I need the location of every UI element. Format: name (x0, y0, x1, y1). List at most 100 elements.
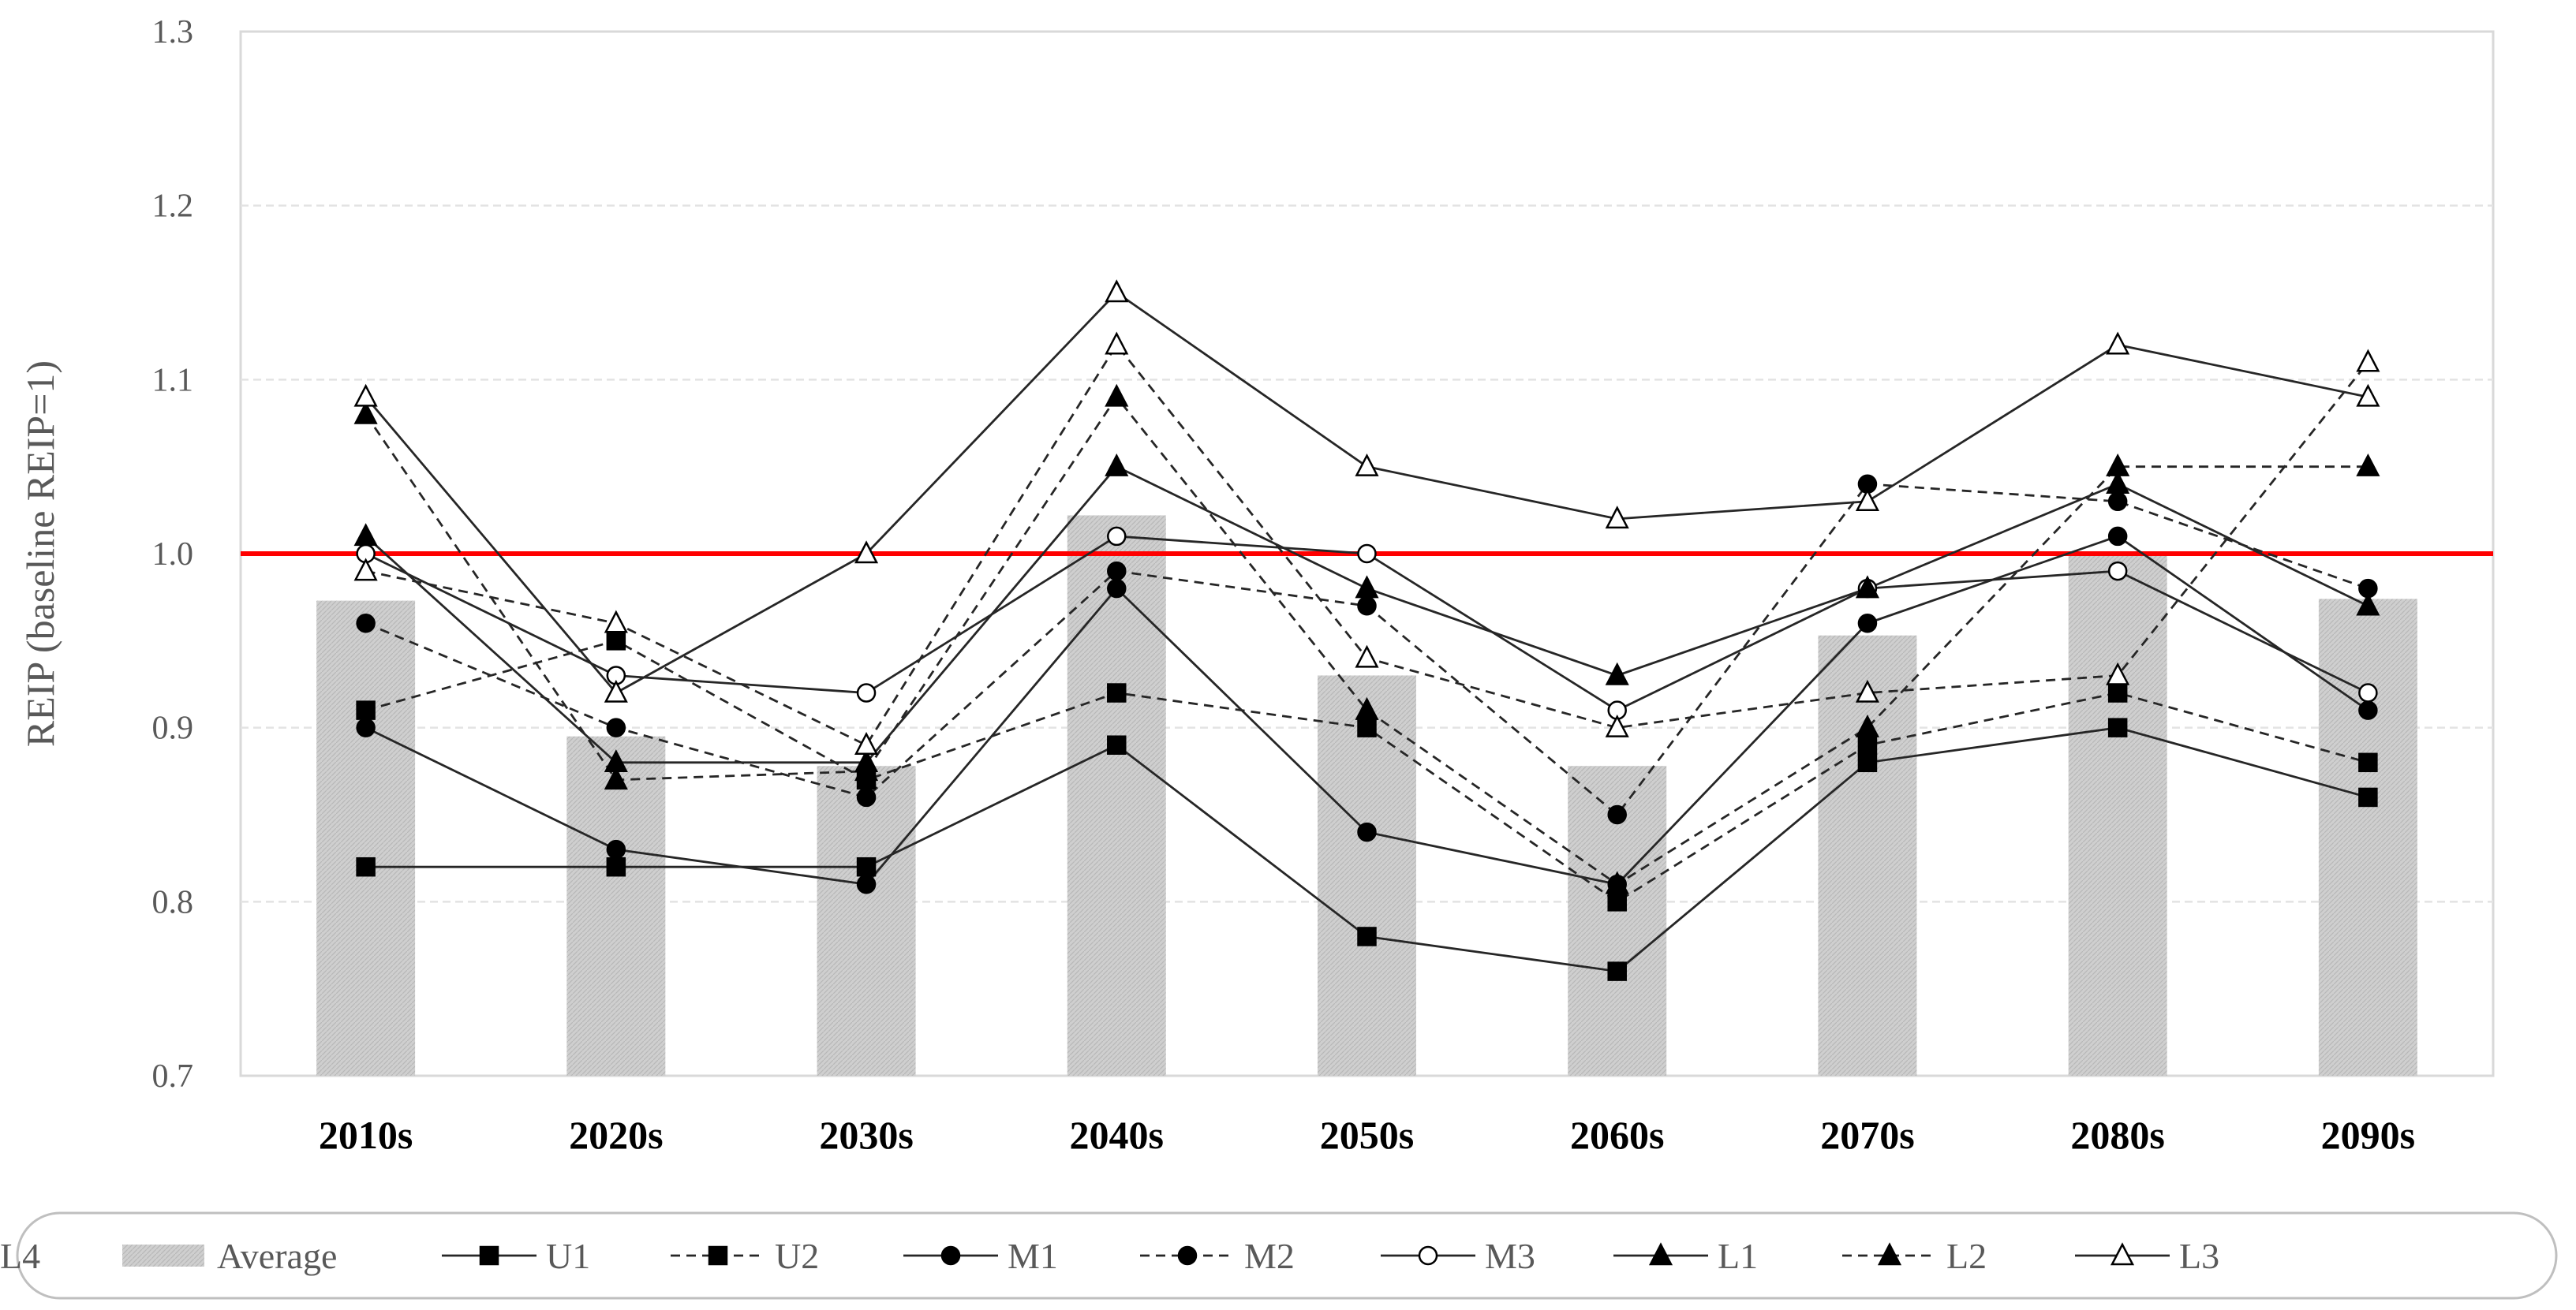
legend-label-M1: M1 (1008, 1236, 1058, 1276)
marker-L2-2030s (854, 758, 879, 782)
marker-L1-2090s (2356, 592, 2380, 616)
legend-box (16, 1211, 2558, 1300)
y-tick-label: 1.1 (152, 362, 194, 398)
marker-M1-2080s (2107, 526, 2128, 547)
marker-M1-2020s (606, 839, 626, 860)
marker-L1-2060s (1605, 662, 1629, 685)
marker-U2-2090s (2358, 752, 2378, 773)
marker-L4-2040s (1105, 331, 1129, 355)
marker-L2-2040s (1105, 383, 1129, 407)
x-tick-label: 2060s (1570, 1113, 1664, 1157)
average-bar-2040s (1067, 515, 1166, 1076)
marker-U1-2050s (1357, 927, 1377, 946)
marker-L2-2050s (1355, 696, 1379, 720)
marker-U2-2060s (1607, 892, 1627, 912)
marker-L2-2060s (1605, 871, 1629, 894)
marker-L4-2030s (854, 732, 879, 755)
marker-L4-2090s (2356, 349, 2380, 372)
x-tick-label: 2080s (2070, 1113, 2164, 1157)
x-tick-label: 2090s (2321, 1113, 2415, 1157)
marker-M2-2010s (356, 614, 376, 633)
series-line-L3 (365, 291, 2368, 695)
legend-label-U1: U1 (546, 1236, 590, 1276)
marker-U1-2010s (356, 857, 376, 877)
x-tick-label: 2010s (319, 1113, 413, 1157)
marker-U1-2040s (1107, 735, 1127, 755)
marker-M2-2020s (606, 718, 626, 737)
average-bars (316, 515, 2417, 1076)
marker-L4-2080s (2106, 662, 2130, 685)
marker-L2-2070s (1855, 714, 1880, 737)
marker-L1-2040s (1105, 453, 1129, 476)
y-axis-ticks: 0.7 0.8 0.9 1.0 1.1 1.2 1.3 (152, 14, 194, 1095)
legend-marker-U2 (708, 1245, 728, 1266)
y-axis-label: REIP (baseline REIP=1) (18, 360, 62, 747)
marker-L2-2020s (604, 767, 628, 790)
average-bar-2050s (1318, 675, 1416, 1076)
marker-M2-2050s (1357, 595, 1377, 616)
legend-marker-L2 (1877, 1242, 1902, 1266)
average-bar-2070s (1818, 635, 1917, 1076)
average-bar-2010s (316, 600, 416, 1076)
marker-M1-2040s (1107, 578, 1127, 599)
marker-U2-2020s (606, 631, 626, 651)
marker-U1-2060s (1607, 961, 1627, 981)
legend-marker-M2 (1177, 1245, 1198, 1266)
x-tick-label: 2050s (1320, 1113, 1414, 1157)
marker-U2-2010s (356, 700, 376, 720)
average-bar-2030s (817, 766, 916, 1076)
legend-marker-M3 (1418, 1245, 1438, 1266)
marker-M1-2010s (356, 718, 376, 737)
y-tick-label: 1.3 (152, 14, 194, 50)
marker-M3-2080s (2107, 561, 2128, 581)
marker-L2-2010s (353, 401, 378, 424)
legend-label-U2: U2 (775, 1236, 819, 1276)
marker-M1-2090s (2358, 700, 2378, 720)
marker-U1-2070s (1857, 752, 1878, 773)
x-tick-label: 2070s (1820, 1113, 1914, 1157)
marker-U2-2070s (1857, 735, 1878, 755)
marker-L4-2050s (1355, 644, 1379, 668)
average-bar-2090s (2318, 599, 2417, 1076)
legend-label-L4: L4 (0, 1236, 40, 1276)
series-line-L2 (365, 395, 2368, 886)
legend-label-M2: M2 (1244, 1236, 1295, 1276)
marker-L3-2030s (854, 540, 879, 564)
y-tick-label: 1.2 (152, 188, 194, 225)
marker-U1-2030s (856, 857, 877, 877)
average-bar-2020s (566, 736, 666, 1076)
series-markers (353, 279, 2380, 981)
legend: Average U1 U2 M1 M2 M3 L1 L2 L3 L4 (0, 1236, 2219, 1276)
marker-L4-2060s (1605, 714, 1629, 737)
marker-M1-2030s (856, 875, 877, 894)
y-tick-label: 0.9 (152, 711, 194, 747)
marker-U1-2020s (606, 857, 626, 877)
average-bar-2080s (2068, 554, 2167, 1076)
legend-label-L3: L3 (2179, 1236, 2219, 1276)
marker-L4-2010s (353, 558, 378, 581)
marker-U2-2080s (2107, 683, 2128, 703)
x-tick-label: 2040s (1070, 1113, 1164, 1157)
legend-label-L2: L2 (1946, 1236, 1987, 1276)
y-tick-label: 0.8 (152, 884, 194, 920)
marker-L3-2070s (1855, 488, 1880, 512)
marker-L4-2070s (1855, 679, 1880, 703)
marker-L3-2090s (2356, 383, 2380, 407)
marker-U1-2090s (2358, 787, 2378, 808)
marker-U2-2040s (1107, 683, 1127, 703)
marker-M3-2090s (2358, 683, 2378, 703)
marker-L3-2050s (1355, 453, 1379, 476)
marker-M3-2040s (1107, 526, 1127, 547)
marker-L1-2010s (353, 523, 378, 547)
legend-label-L1: L1 (1718, 1236, 1758, 1276)
marker-L1-2070s (1855, 575, 1880, 599)
marker-L2-2080s (2106, 453, 2130, 476)
marker-L3-2040s (1105, 279, 1129, 303)
legend-marker-L3 (2110, 1242, 2135, 1266)
marker-M2-2080s (2107, 491, 2128, 512)
legend-marker-L1 (1648, 1242, 1673, 1266)
marker-L1-2050s (1355, 575, 1379, 599)
x-tick-label: 2020s (569, 1113, 663, 1157)
legend-marker-M1 (940, 1245, 961, 1266)
